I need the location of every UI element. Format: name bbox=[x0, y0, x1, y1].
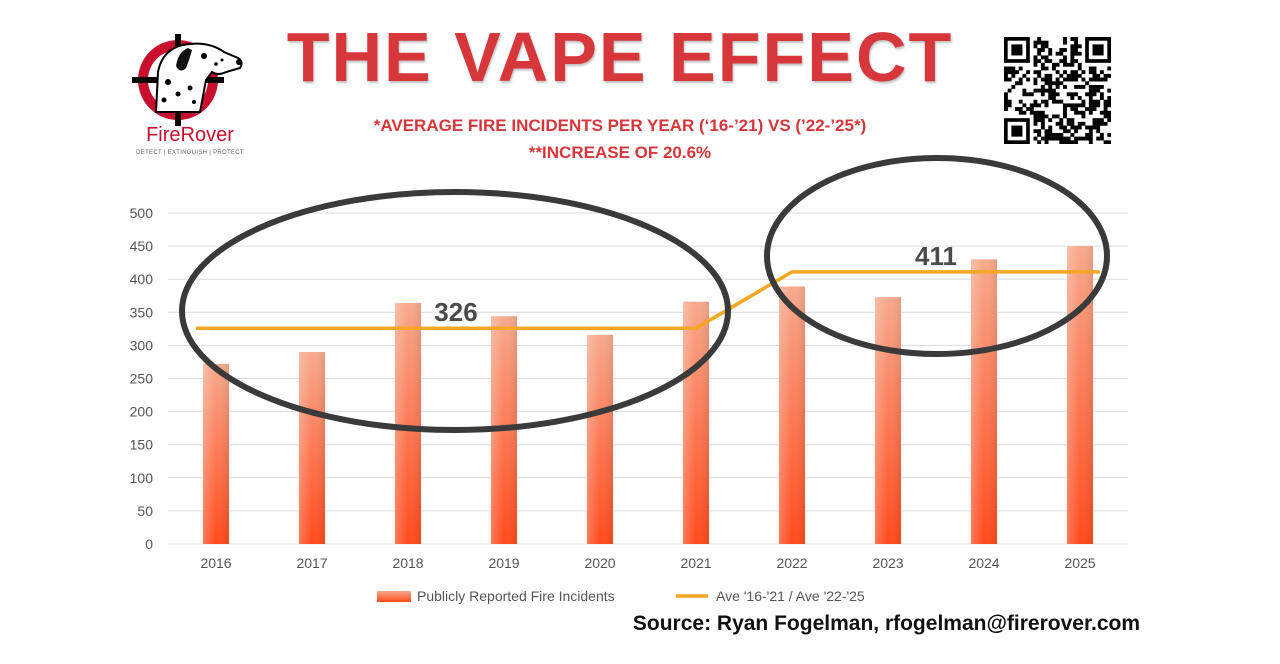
bar-shading bbox=[683, 301, 709, 544]
gridlines bbox=[168, 212, 1128, 545]
qr-code-icon bbox=[1004, 37, 1111, 144]
annotation-avg-2016-2021: 326 bbox=[434, 297, 477, 327]
x-tick-label: 2024 bbox=[968, 555, 999, 571]
x-tick-label: 2023 bbox=[872, 555, 903, 571]
x-tick-label: 2020 bbox=[584, 555, 615, 571]
x-tick-label: 2017 bbox=[296, 555, 327, 571]
average-line-series bbox=[196, 270, 1100, 330]
y-tick-label: 100 bbox=[130, 470, 154, 486]
y-tick-label: 450 bbox=[130, 238, 154, 254]
y-tick-label: 400 bbox=[130, 271, 154, 287]
chart-subtitle-average: *AVERAGE FIRE INCIDENTS PER YEAR (‘16-’2… bbox=[373, 116, 867, 135]
annotation-avg-2022-2025: 411 bbox=[915, 241, 957, 271]
x-tick-label: 2021 bbox=[680, 555, 711, 571]
bar-shading bbox=[587, 334, 613, 544]
y-tick-label: 300 bbox=[130, 337, 154, 353]
legend-bar-label: Publicly Reported Fire Incidents bbox=[417, 588, 615, 604]
y-tick-label: 150 bbox=[130, 437, 154, 453]
x-tick-label: 2018 bbox=[392, 555, 423, 571]
brand-tagline: DETECT | EXTINGUISH | PROTECT bbox=[136, 150, 244, 156]
bar-shading bbox=[1067, 246, 1093, 544]
x-tick-label: 2016 bbox=[200, 555, 231, 571]
bar-shading bbox=[299, 352, 325, 544]
bar-shading bbox=[971, 259, 997, 544]
firerover-logo bbox=[132, 34, 243, 126]
highlight-ellipse-2022-2025 bbox=[764, 155, 1110, 357]
bar-shading bbox=[203, 363, 229, 544]
bar-shading bbox=[395, 303, 421, 544]
average-line bbox=[196, 270, 1100, 330]
y-tick-label: 50 bbox=[137, 503, 153, 519]
x-tick-label: 2025 bbox=[1064, 555, 1095, 571]
x-axis-ticks: 2016 2017 2018 2019 2020 2021 2022 2023 2024 2025 bbox=[200, 555, 1095, 571]
y-axis-ticks: 0 50 100 150 200 250 300 350 400 450 500 bbox=[130, 205, 154, 552]
chart-subtitle-increase: **INCREASE OF 20.6% bbox=[528, 143, 712, 162]
y-tick-label: 0 bbox=[145, 536, 153, 552]
x-tick-label: 2022 bbox=[776, 555, 807, 571]
bar-shading bbox=[779, 286, 805, 544]
y-tick-label: 350 bbox=[130, 304, 154, 320]
legend: Publicly Reported Fire Incidents Ave '16… bbox=[377, 588, 865, 604]
highlight-ellipse-2016-2021 bbox=[179, 189, 731, 433]
chart-title: THE VAPE EFFECT bbox=[286, 18, 954, 96]
y-tick-label: 500 bbox=[130, 205, 154, 221]
legend-bar-swatch bbox=[377, 591, 411, 602]
brand-name: FireRover bbox=[146, 124, 234, 146]
bar-shading bbox=[875, 297, 901, 544]
y-tick-label: 250 bbox=[130, 371, 154, 387]
bar-series bbox=[203, 246, 1093, 544]
source-credit: Source: Ryan Fogelman, rfogelman@firerov… bbox=[632, 612, 1140, 635]
y-tick-label: 200 bbox=[130, 404, 154, 420]
legend-line-label: Ave '16-'21 / Ave '22-'25 bbox=[716, 588, 865, 604]
x-tick-label: 2019 bbox=[488, 555, 519, 571]
